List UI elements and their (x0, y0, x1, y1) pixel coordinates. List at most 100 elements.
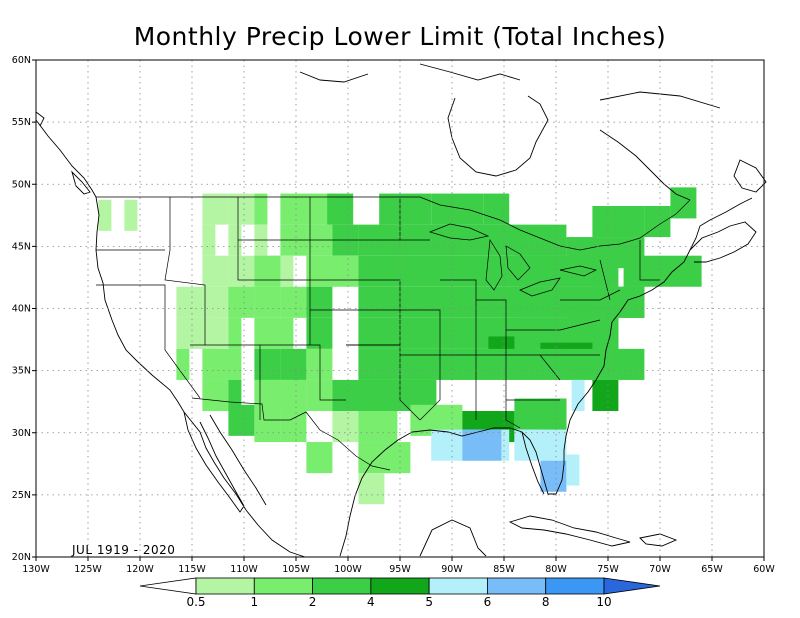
precip-cell (571, 379, 585, 412)
precip-cell (98, 199, 112, 231)
precip-cell (332, 411, 359, 443)
precip-cell (228, 379, 242, 412)
legend-swatch (603, 577, 661, 595)
precip-cell (280, 411, 307, 443)
precip-cell (202, 224, 216, 256)
lon-label: 105W (282, 564, 310, 575)
color-legend: 0.5 1 2 4 5 6 8 10 (139, 577, 661, 609)
precip-cell (592, 205, 645, 238)
legend-label: 6 (484, 595, 492, 609)
precip-cell (176, 348, 190, 380)
lon-label: 115W (178, 564, 206, 575)
legend-swatch (545, 577, 605, 595)
precip-cell (254, 348, 281, 380)
precip-cell (254, 193, 268, 225)
axis-labels: 20N 25N 30N 35N 40N 45N 50N 55N 60N 130W 125W 120W 1… (12, 55, 776, 575)
precip-cell (228, 193, 255, 225)
lat-label: 30N (12, 428, 31, 439)
lat-label: 35N (12, 366, 31, 377)
precip-cell (462, 429, 502, 461)
precip-cell (358, 473, 385, 505)
precip-cell (202, 255, 229, 287)
precip-cell (306, 348, 333, 380)
lon-label: 60W (753, 564, 775, 575)
lon-label: 85W (493, 564, 515, 575)
legend-label: 8 (542, 595, 550, 609)
precip-cell (228, 404, 255, 436)
precip-cell (228, 286, 255, 318)
precip-cell (384, 442, 411, 474)
precip-cell (228, 317, 242, 349)
precip-cell (306, 255, 359, 287)
legend-label: 2 (309, 595, 317, 609)
legend-swatch (487, 577, 547, 595)
precip-cell (280, 193, 333, 225)
legend-swatch (370, 577, 430, 595)
lon-label: 125W (74, 564, 102, 575)
lat-label: 25N (12, 490, 31, 501)
precip-cell (592, 317, 619, 349)
legend-label: 4 (367, 595, 375, 609)
precip-cell (254, 286, 281, 318)
precip-cell (358, 348, 645, 380)
map-title: Monthly Precip Lower Limit (Total Inches… (133, 22, 667, 51)
precip-cell (254, 255, 281, 287)
lon-label: 75W (597, 564, 619, 575)
coastlines (35, 63, 767, 558)
legend-swatch (139, 577, 197, 595)
graticule (36, 60, 764, 557)
precip-cell (514, 398, 567, 430)
lat-label: 60N (12, 55, 31, 66)
legend-swatch (312, 577, 372, 595)
precip-cell (358, 411, 398, 443)
lon-label: 90W (441, 564, 463, 575)
precip-cell (514, 317, 541, 349)
precip-cell (618, 286, 645, 318)
precip-cell (327, 193, 354, 225)
precip-cell (566, 454, 580, 486)
lon-label: 70W (649, 564, 671, 575)
lon-label: 130W (22, 564, 50, 575)
lon-label: 65W (701, 564, 723, 575)
lon-label: 110W (230, 564, 258, 575)
precip-cell (280, 286, 307, 318)
lat-label: 50N (12, 179, 31, 190)
legend-swatch (195, 577, 255, 595)
legend-swatch (253, 577, 313, 595)
lon-label: 95W (389, 564, 411, 575)
precip-cell (306, 442, 333, 474)
lat-label: 45N (12, 241, 31, 252)
precip-cell (202, 193, 229, 225)
legend-label: 5 (425, 595, 433, 609)
political-borders (96, 196, 691, 471)
lat-label: 55N (12, 117, 31, 128)
precip-cell (306, 379, 333, 412)
precip-cell (202, 348, 242, 380)
precip-cell (592, 379, 619, 412)
precip-cell (254, 379, 307, 412)
precip-cell (306, 286, 333, 318)
precip-cell (254, 317, 294, 349)
legend-swatch (428, 577, 488, 595)
precip-cell (566, 237, 645, 269)
precip-cell (124, 199, 138, 231)
precip-cells (98, 187, 702, 505)
precip-cell (306, 317, 333, 349)
lon-label: 120W (126, 564, 154, 575)
precip-cell (379, 193, 432, 225)
legend-label: 10 (596, 595, 611, 609)
lat-label: 20N (12, 552, 31, 563)
period-label: JUL 1919 - 2020 (71, 543, 175, 557)
precip-cell (176, 286, 203, 318)
lon-label: 100W (334, 564, 362, 575)
precip-cell (202, 379, 229, 412)
lon-label: 80W (545, 564, 567, 575)
lat-label: 40N (12, 304, 31, 315)
precip-cell (254, 411, 281, 443)
precip-cell (483, 193, 510, 225)
precip-cell (202, 317, 229, 349)
legend-label: 0.5 (186, 595, 205, 609)
precip-cell (431, 193, 484, 225)
legend-label: 1 (250, 595, 258, 609)
